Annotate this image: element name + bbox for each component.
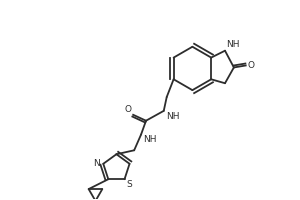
Text: NH: NH xyxy=(143,136,157,144)
Text: NH: NH xyxy=(166,112,179,121)
Text: O: O xyxy=(248,61,255,70)
Text: S: S xyxy=(127,180,132,189)
Text: O: O xyxy=(124,105,131,114)
Text: NH: NH xyxy=(226,40,239,49)
Text: N: N xyxy=(94,159,100,168)
